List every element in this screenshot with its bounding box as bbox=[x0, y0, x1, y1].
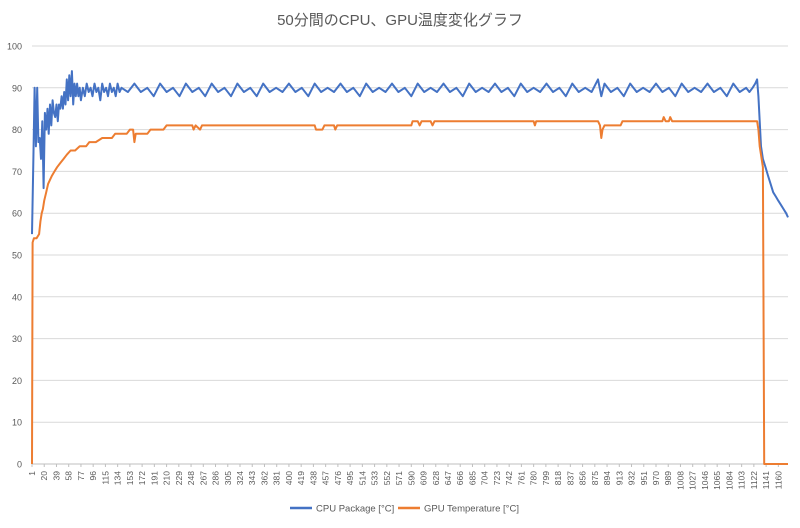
x-tick-label: 343 bbox=[247, 471, 257, 485]
x-tick-label: 704 bbox=[480, 471, 490, 485]
x-tick-label: 400 bbox=[284, 471, 294, 485]
x-tick-label: 1027 bbox=[688, 471, 698, 490]
x-tick-label: 856 bbox=[578, 471, 588, 485]
x-tick-label: 970 bbox=[651, 471, 661, 485]
x-tick-label: 1103 bbox=[737, 471, 747, 490]
x-tick-label: 191 bbox=[149, 471, 159, 485]
x-tick-label: 571 bbox=[394, 471, 404, 485]
chart-title: 50分間のCPU、GPU温度変化グラフ bbox=[277, 12, 523, 29]
x-tick-label: 1084 bbox=[724, 471, 734, 490]
x-tick-label: 115 bbox=[100, 471, 110, 485]
x-tick-label: 628 bbox=[431, 471, 441, 485]
x-tick-label: 951 bbox=[639, 471, 649, 485]
x-tick-label: 134 bbox=[113, 471, 123, 485]
x-tick-label: 913 bbox=[614, 471, 624, 485]
y-tick-label: 100 bbox=[7, 42, 22, 52]
x-tick-label: 818 bbox=[553, 471, 563, 485]
y-tick-label: 60 bbox=[12, 209, 22, 219]
x-tick-label: 362 bbox=[259, 471, 269, 485]
x-tick-label: 381 bbox=[272, 471, 282, 485]
legend: CPU Package [°C] GPU Temperature [°C] bbox=[290, 504, 519, 515]
x-tick-label: 609 bbox=[419, 471, 429, 485]
x-tick-label: 742 bbox=[504, 471, 514, 485]
x-tick-label: 1008 bbox=[675, 471, 685, 490]
x-tick-label: 1160 bbox=[773, 471, 783, 490]
x-tick-label: 210 bbox=[162, 471, 172, 485]
x-tick-label: 533 bbox=[370, 471, 380, 485]
x-tick-label: 666 bbox=[455, 471, 465, 485]
x-tick-label: 457 bbox=[321, 471, 331, 485]
x-axis-ticks: 1 20 39 58 77 96 115 134 153 172 191 210 229 248 267 28… bbox=[27, 464, 783, 490]
x-tick-label: 248 bbox=[186, 471, 196, 485]
x-tick-label: 96 bbox=[88, 471, 98, 481]
x-tick-label: 324 bbox=[235, 471, 245, 485]
x-tick-label: 761 bbox=[516, 471, 526, 485]
y-tick-label: 90 bbox=[12, 83, 22, 93]
x-tick-label: 875 bbox=[590, 471, 600, 485]
x-tick-label: 552 bbox=[382, 471, 392, 485]
y-tick-label: 30 bbox=[12, 334, 22, 344]
x-tick-label: 495 bbox=[345, 471, 355, 485]
y-tick-label: 80 bbox=[12, 125, 22, 135]
x-tick-label: 780 bbox=[529, 471, 539, 485]
x-tick-label: 799 bbox=[541, 471, 551, 485]
x-tick-label: 894 bbox=[602, 471, 612, 485]
series-line-gpu bbox=[31, 116, 788, 465]
x-tick-label: 1065 bbox=[712, 471, 722, 490]
y-tick-label: 10 bbox=[12, 418, 22, 428]
y-tick-label: 40 bbox=[12, 292, 22, 302]
x-tick-label: 1046 bbox=[700, 471, 710, 490]
x-tick-label: 58 bbox=[64, 471, 74, 481]
x-tick-label: 685 bbox=[467, 471, 477, 485]
x-tick-label: 20 bbox=[39, 471, 49, 481]
x-tick-label: 1122 bbox=[749, 471, 759, 490]
x-tick-label: 1 bbox=[27, 471, 37, 476]
legend-label: GPU Temperature [°C] bbox=[424, 504, 519, 515]
x-tick-label: 229 bbox=[174, 471, 184, 485]
x-tick-label: 647 bbox=[443, 471, 453, 485]
x-tick-label: 77 bbox=[76, 471, 86, 481]
x-tick-label: 39 bbox=[51, 471, 61, 481]
y-tick-label: 50 bbox=[12, 251, 22, 261]
x-tick-label: 1141 bbox=[761, 471, 771, 490]
y-tick-label: 0 bbox=[17, 460, 22, 470]
x-tick-label: 305 bbox=[223, 471, 233, 485]
x-tick-label: 172 bbox=[137, 471, 147, 485]
x-tick-label: 932 bbox=[627, 471, 637, 485]
y-tick-label: 70 bbox=[12, 167, 22, 177]
x-tick-label: 989 bbox=[663, 471, 673, 485]
x-tick-label: 438 bbox=[308, 471, 318, 485]
x-tick-label: 514 bbox=[357, 471, 367, 485]
legend-label: CPU Package [°C] bbox=[316, 504, 394, 515]
x-tick-label: 476 bbox=[333, 471, 343, 485]
x-tick-label: 590 bbox=[406, 471, 416, 485]
series-line-cpu bbox=[31, 70, 789, 235]
y-axis-ticks: 0 10 20 30 40 50 60 70 80 90 100 bbox=[7, 42, 22, 470]
y-tick-label: 20 bbox=[12, 376, 22, 386]
x-tick-label: 837 bbox=[565, 471, 575, 485]
x-tick-label: 286 bbox=[211, 471, 221, 485]
x-tick-label: 723 bbox=[492, 471, 502, 485]
grid bbox=[32, 45, 788, 465]
x-tick-label: 267 bbox=[198, 471, 208, 485]
series-lines bbox=[31, 70, 789, 465]
x-tick-label: 153 bbox=[125, 471, 135, 485]
x-tick-label: 419 bbox=[296, 471, 306, 485]
